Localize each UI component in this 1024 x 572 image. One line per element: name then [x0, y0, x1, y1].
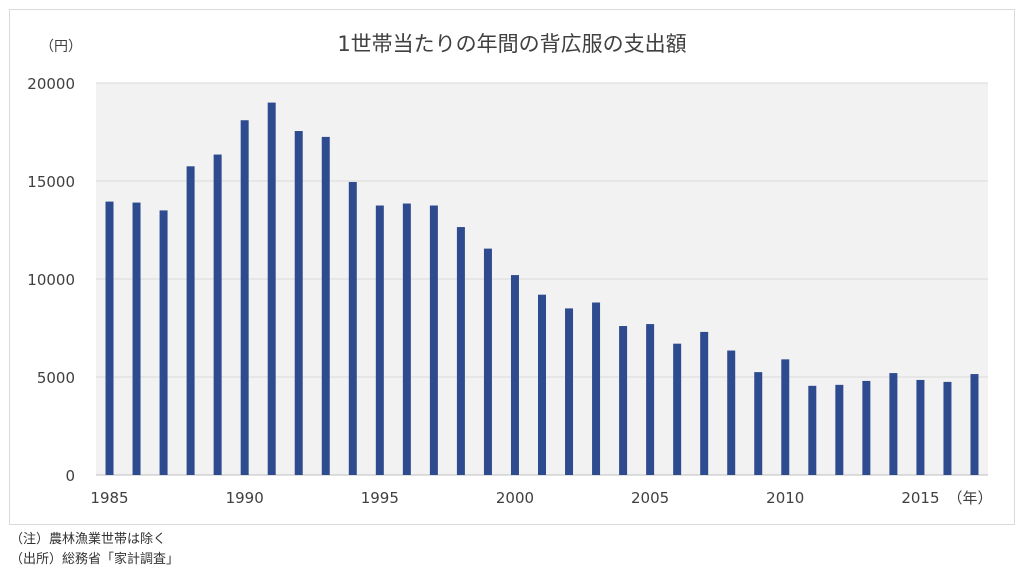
bar — [159, 210, 168, 475]
bar — [483, 248, 492, 475]
bar — [700, 331, 709, 475]
bar — [565, 308, 574, 475]
footnote-exclusion: （注）農林漁業世帯は除く — [10, 532, 167, 547]
bar — [889, 373, 898, 475]
y-tick-label: 0 — [65, 467, 75, 485]
bar — [916, 379, 925, 475]
bar — [781, 359, 790, 475]
x-tick-label: 1985 — [90, 489, 128, 507]
bar — [402, 203, 411, 476]
bar — [294, 131, 303, 475]
bar — [646, 324, 655, 475]
bar — [862, 380, 871, 475]
x-tick-label: 2000 — [496, 489, 534, 507]
bar — [267, 102, 276, 475]
bar — [538, 294, 546, 475]
x-tick-label: 1995 — [361, 489, 399, 507]
x-tick-label: 1990 — [226, 489, 264, 507]
chart-title: 1世帯当たりの年間の背広服の支出額 — [337, 32, 687, 56]
x-axis-unit-label: （年） — [947, 489, 992, 507]
y-axis-unit-label: （円） — [40, 39, 82, 55]
bar — [132, 202, 141, 475]
bar — [429, 205, 438, 475]
bar — [835, 384, 844, 475]
bar — [105, 201, 114, 475]
x-tick-label: 2010 — [766, 489, 804, 507]
bar — [754, 372, 763, 475]
bar — [619, 326, 628, 475]
footnote-source: （出所）総務省「家計調査」 — [10, 552, 180, 567]
bar — [348, 181, 357, 476]
x-tick-label: 2015 — [901, 489, 939, 507]
bar — [943, 381, 952, 475]
bar — [592, 302, 601, 475]
bar — [808, 385, 817, 475]
bar — [510, 275, 519, 475]
bar — [375, 205, 384, 475]
bar — [213, 154, 222, 476]
y-tick-label: 5000 — [37, 369, 75, 387]
y-tick-label: 15000 — [27, 173, 75, 191]
bar — [970, 374, 979, 475]
bar — [240, 120, 249, 476]
y-tick-label: 20000 — [27, 75, 75, 93]
bar — [456, 227, 465, 475]
bar — [321, 136, 330, 475]
x-tick-label: 2005 — [631, 489, 669, 507]
bar — [186, 166, 195, 476]
bar — [673, 343, 682, 475]
y-tick-label: 10000 — [27, 271, 75, 289]
bar — [727, 350, 736, 475]
